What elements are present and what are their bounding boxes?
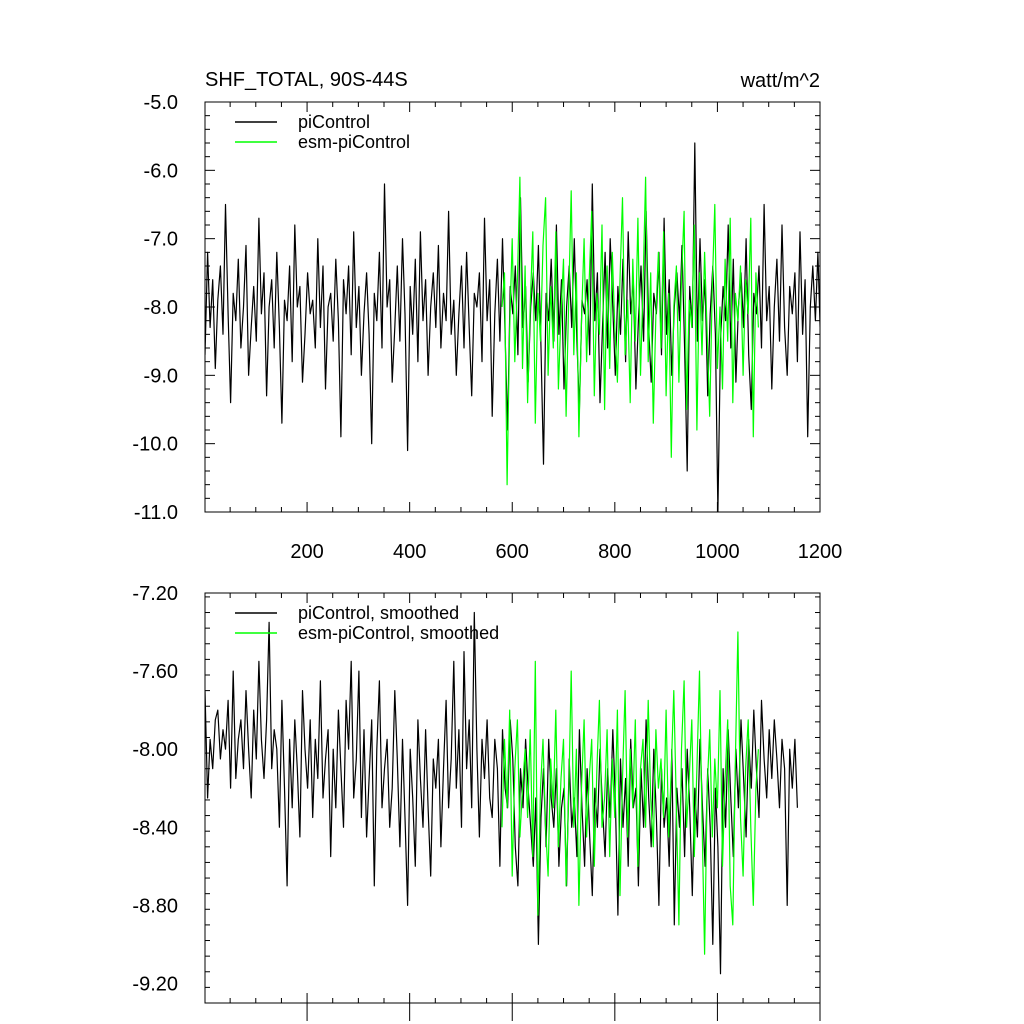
top-x-tick-label: 1000 [695,541,740,563]
top-y-tick-label: -5.0 [144,92,178,114]
top-x-tick-label: 200 [290,541,323,563]
bottom-legend-label: esm-piControl, smoothed [298,623,499,643]
top-x-tick-label: 800 [598,541,631,563]
bottom-series-picontrol-smoothed [205,611,798,975]
top-y-tick-label: -11.0 [134,502,178,524]
units-label: watt/m^2 [740,70,820,92]
bottom-y-tick-label: -7.60 [132,661,178,683]
top-legend-label: piControl [298,112,370,132]
bottom-plot-frame [204,592,821,1004]
top-x-tick-label: 600 [496,541,529,563]
bottom-legend-label: piControl, smoothed [298,603,459,623]
chart-title: SHF_TOTAL, 90S-44S [205,69,408,91]
bottom-y-tick-label: -7.20 [132,583,178,605]
top-legend-label: esm-piControl [298,132,410,152]
top-x-tick-label: 400 [393,541,426,563]
bottom-y-tick-label: -8.40 [132,817,178,839]
bottom-y-tick-label: -9.20 [132,973,178,995]
top-y-tick-label: -9.0 [144,365,178,387]
top-y-tick-label: -6.0 [144,160,178,182]
bottom-panel: -9.20 -8.80 -8.40 -8.00 -7.60 -7.20 piControl… [132,583,821,1021]
bottom-y-tick-label: -8.80 [132,895,178,917]
bottom-series-esm-picontrol-smoothed [501,631,759,955]
bottom-y-tick-label: -8.00 [132,739,178,761]
top-x-tick-label: 1200 [798,541,843,563]
top-y-tick-label: -10.0 [132,434,178,456]
top-panel: -11.0 -10.0 -9.0 -8.0 -7.0 -6.0 -5.0 200 400 600 8… [132,92,842,563]
top-series-esm-picontrol [501,176,759,486]
top-y-tick-label: -8.0 [144,297,178,319]
top-y-tick-label: -7.0 [144,229,178,251]
